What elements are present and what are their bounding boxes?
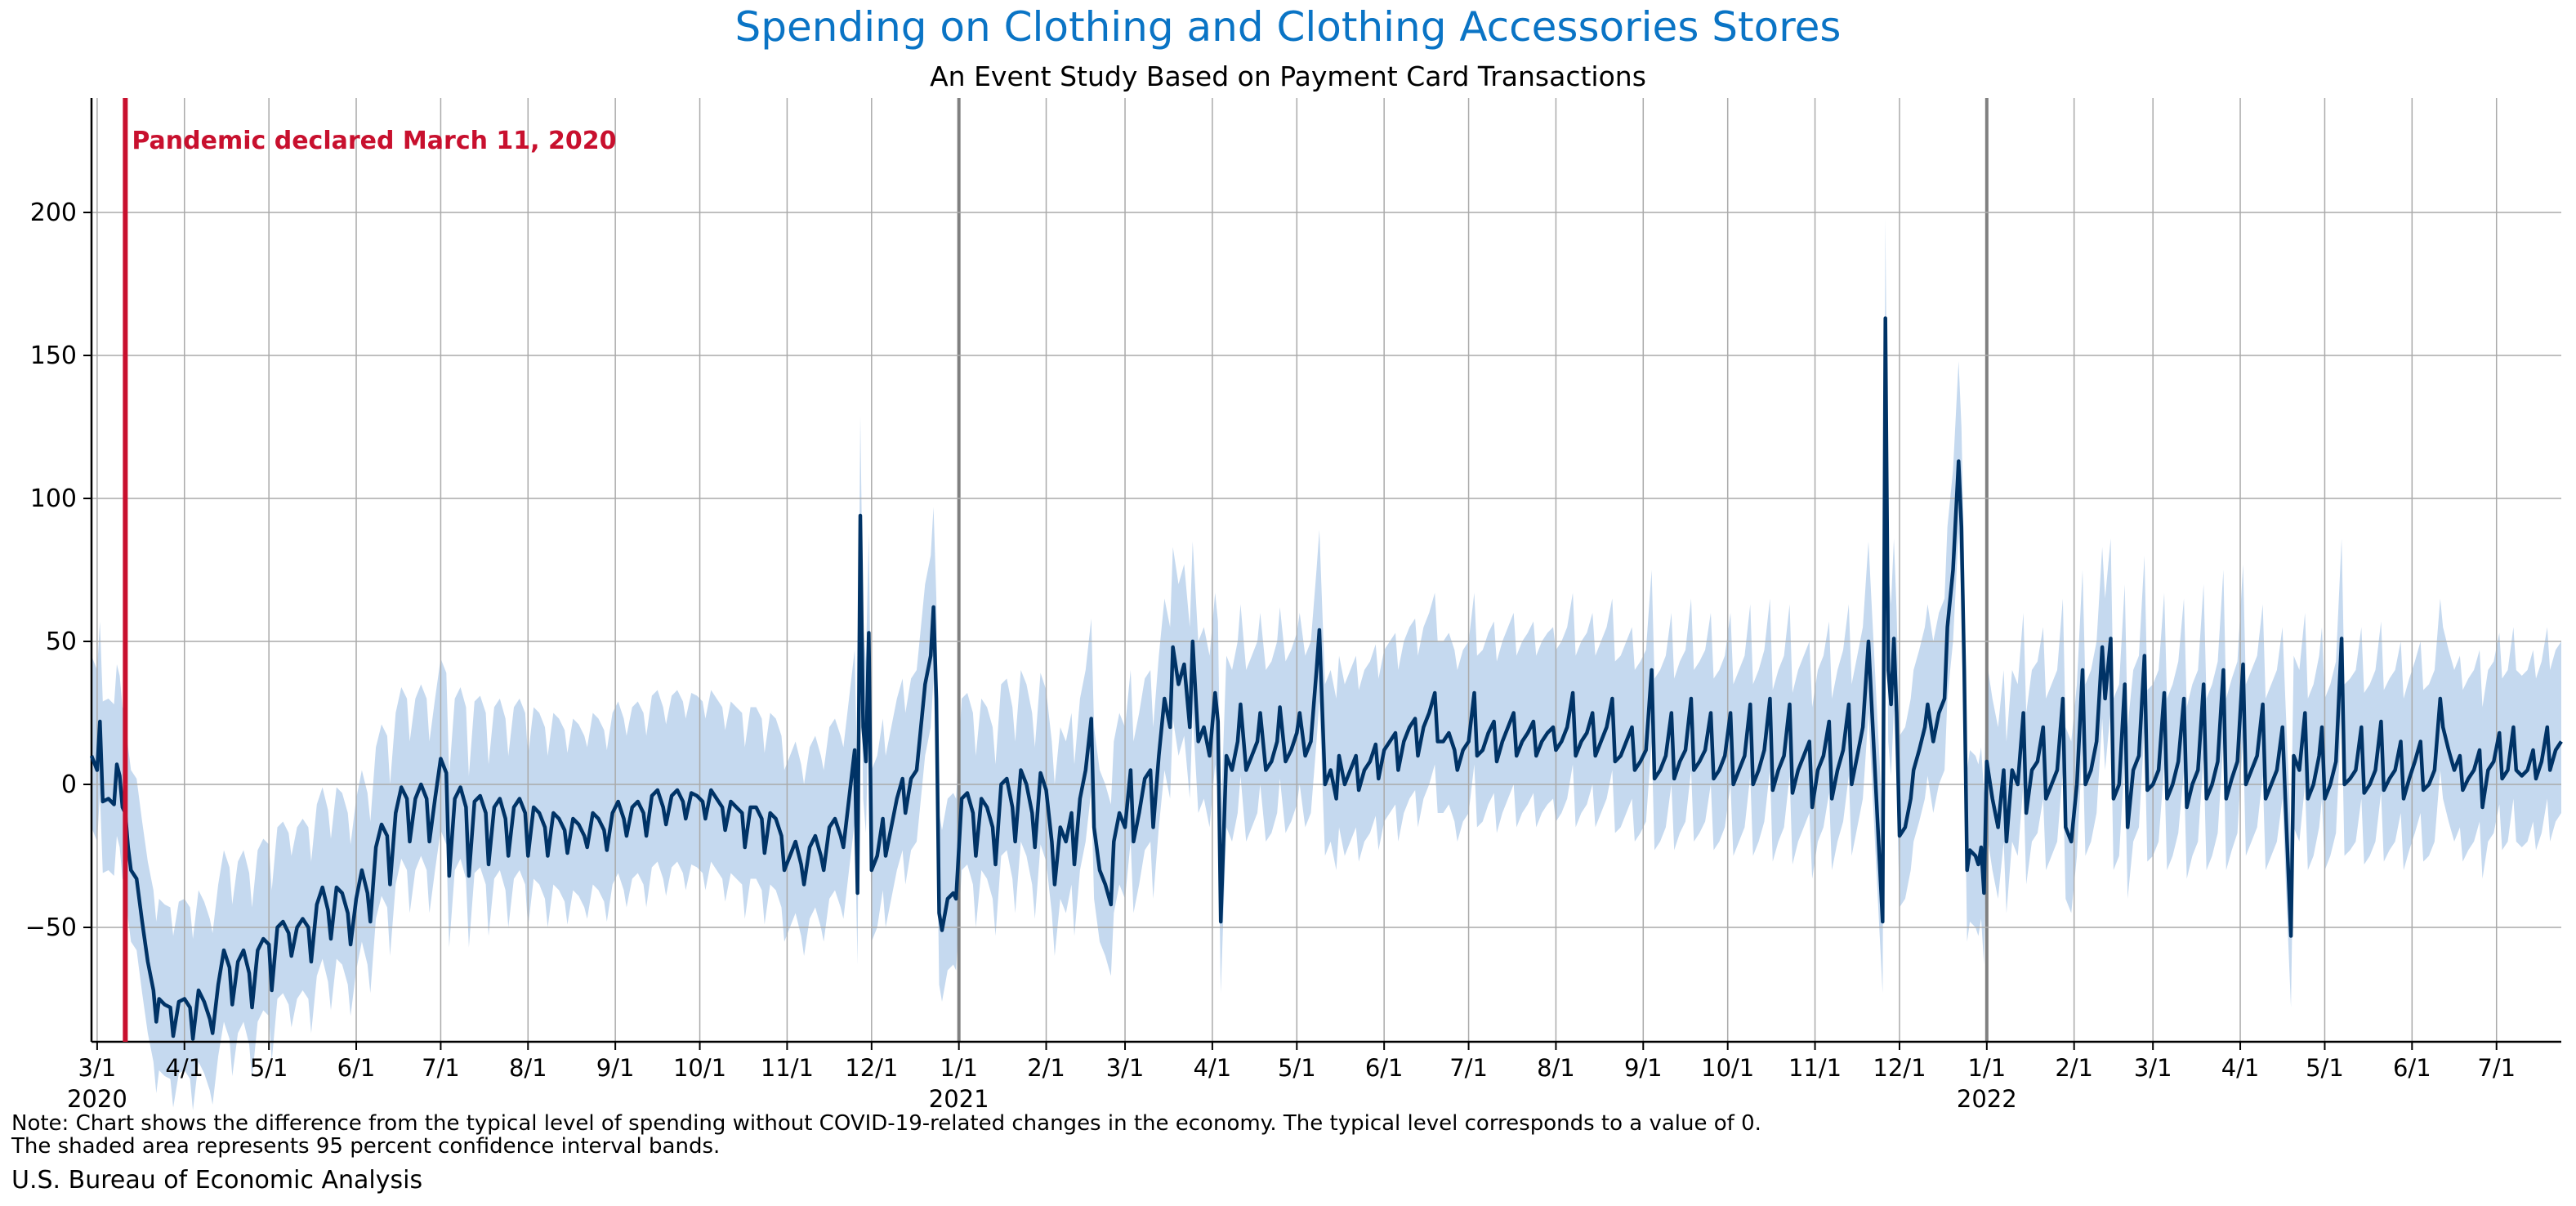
x-tick-label: 7/1 <box>2477 1054 2516 1082</box>
chart-note-line-2: The shaded area represents 95 percent co… <box>11 1134 721 1159</box>
x-tick-label: 8/1 <box>509 1054 547 1082</box>
x-tick-label: 11/1 <box>761 1054 814 1082</box>
x-tick-label: 1/1 <box>940 1054 978 1082</box>
x-tick-label: 5/1 <box>2306 1054 2344 1082</box>
y-tick-label: 50 <box>46 628 77 656</box>
x-tick-label: 7/1 <box>1449 1054 1488 1082</box>
confidence-band <box>92 218 2561 1110</box>
x-tick-label: 11/1 <box>1788 1054 1842 1082</box>
chart-source: U.S. Bureau of Economic Analysis <box>11 1166 423 1195</box>
x-tick-label: 4/1 <box>2221 1054 2260 1082</box>
pandemic-event-label: Pandemic declared March 11, 2020 <box>132 127 616 155</box>
x-tick-label: 5/1 <box>1278 1054 1316 1082</box>
x-tick-label: 3/1 <box>2134 1054 2172 1082</box>
y-tick-label: 200 <box>30 199 77 227</box>
chart-subtitle: An Event Study Based on Payment Card Tra… <box>930 60 1646 92</box>
x-tick-label: 12/1 <box>845 1054 898 1082</box>
x-year-label: 2020 <box>67 1085 127 1113</box>
y-tick-label: 100 <box>30 485 77 513</box>
x-tick-label: 6/1 <box>337 1054 376 1082</box>
x-tick-label: 2/1 <box>2055 1054 2093 1082</box>
x-tick-label: 4/1 <box>1194 1054 1232 1082</box>
x-tick-label: 6/1 <box>1365 1054 1404 1082</box>
x-tick-label: 6/1 <box>2393 1054 2431 1082</box>
spending-series-line <box>89 316 2563 1041</box>
x-year-label: 2021 <box>929 1085 989 1113</box>
x-tick-label: 8/1 <box>1537 1054 1575 1082</box>
x-year-label: 2022 <box>1957 1085 2017 1113</box>
x-tick-label: 9/1 <box>596 1054 635 1082</box>
x-tick-label: 2/1 <box>1027 1054 1065 1082</box>
x-tick-label: 10/1 <box>673 1054 726 1082</box>
y-tick-label: 0 <box>61 770 77 799</box>
x-tick-label: 1/1 <box>1967 1054 2006 1082</box>
x-tick-label: 12/1 <box>1873 1054 1926 1082</box>
x-tick-label: 7/1 <box>422 1054 460 1082</box>
x-tick-label: 4/1 <box>165 1054 203 1082</box>
x-tick-label: 3/1 <box>1106 1054 1145 1082</box>
chart-title: Spending on Clothing and Clothing Access… <box>734 3 1842 51</box>
x-tick-label: 3/1 <box>78 1054 117 1082</box>
x-tick-label: 5/1 <box>250 1054 288 1082</box>
chart-note-line-1: Note: Chart shows the difference from th… <box>11 1111 1761 1136</box>
y-tick-label: 150 <box>30 342 77 370</box>
x-tick-label: 9/1 <box>1624 1054 1663 1082</box>
x-tick-label: 10/1 <box>1701 1054 1754 1082</box>
y-tick-label: −50 <box>25 913 77 942</box>
